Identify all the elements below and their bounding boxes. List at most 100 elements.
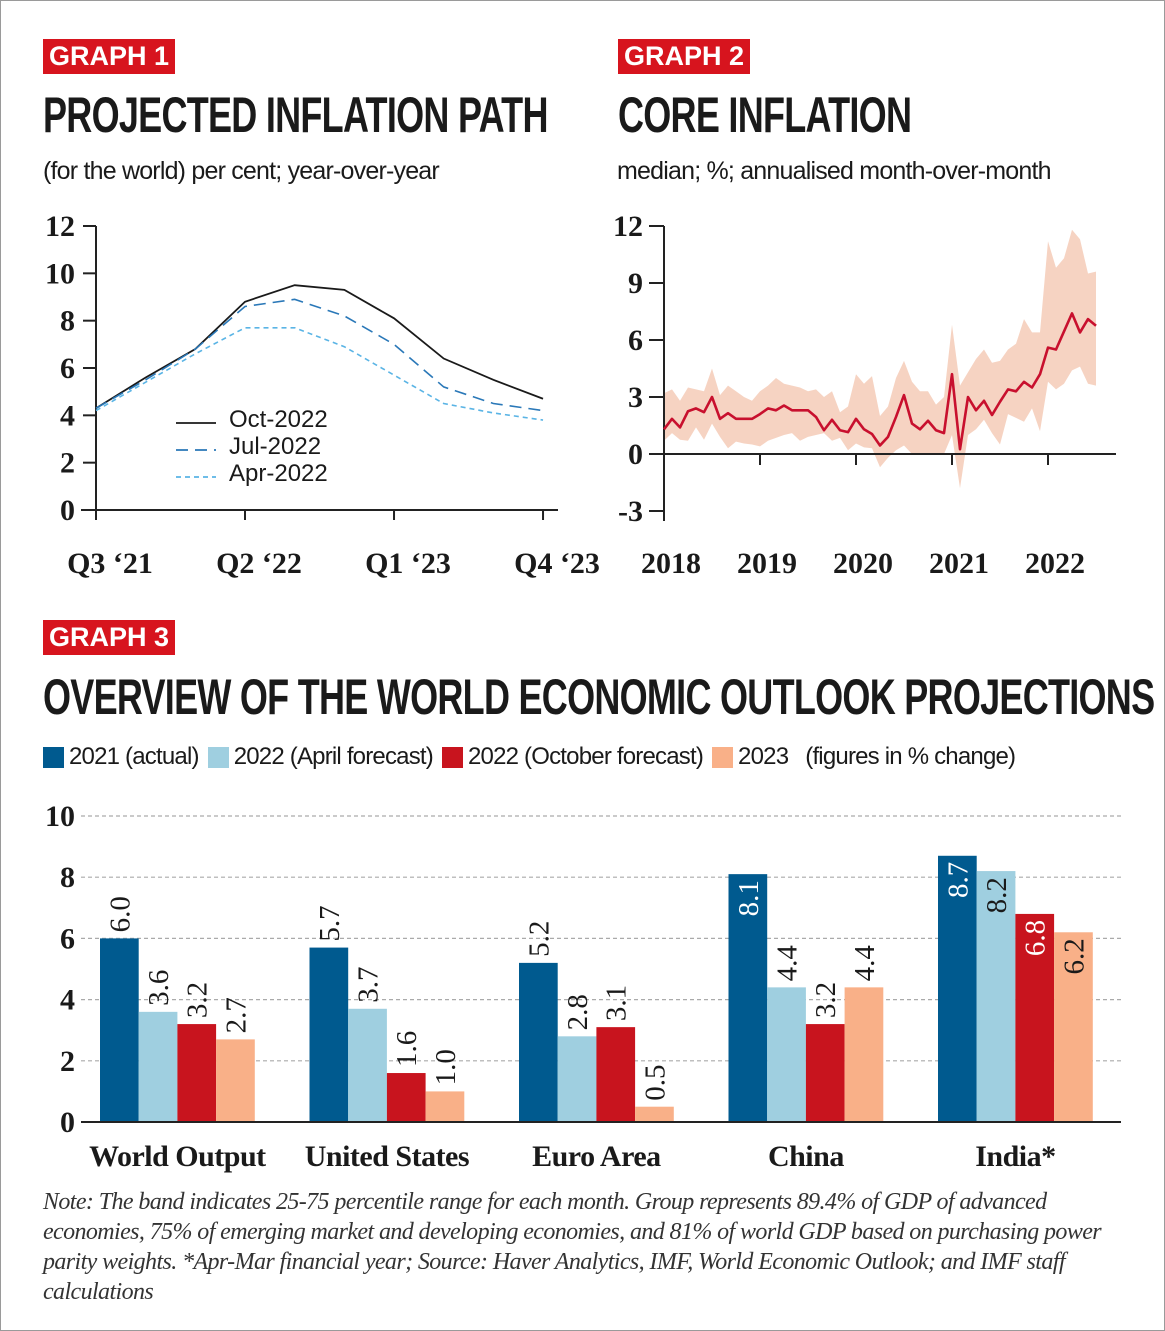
g3-bar: [805, 1024, 845, 1122]
legend-swatch: [712, 746, 734, 768]
g3-data-label: 8.7: [942, 862, 974, 898]
g1-legend-label: Oct-2022: [229, 406, 328, 433]
g3-y-tick-label: 2: [60, 1045, 75, 1078]
g2-median-line: [662, 312, 1097, 451]
g3-data-label: 3.2: [182, 982, 214, 1018]
legend-item-2022-october: 2022 (October forecast): [441, 743, 704, 771]
g1-y-tick-label: 10: [45, 257, 75, 290]
g2-y-tick-label: 12: [613, 210, 643, 243]
g3-data-label: 2.8: [562, 994, 594, 1030]
g3-data-label: 3.6: [143, 970, 175, 1006]
legend-label: 2021 (actual): [69, 743, 199, 770]
g3-bar: [1015, 913, 1055, 1122]
g1-legend-label: Apr-2022: [229, 460, 328, 487]
g3-y-tick-label: 6: [60, 922, 75, 955]
graph1-subtitle: (for the world) per cent; year-over-year: [43, 157, 440, 185]
footnote: Note: The band indicates 25-75 percentil…: [43, 1189, 1102, 1305]
g1-y-tick-label: 6: [60, 352, 75, 385]
g3-bar: [557, 1036, 597, 1122]
g1-x-tick-label: Q4 ‘23: [514, 547, 600, 580]
legend-label: 2022 (October forecast): [467, 743, 704, 770]
g3-bar: [767, 987, 806, 1122]
g3-data-label: 5.7: [314, 905, 346, 941]
graph3-badge: GRAPH 3: [43, 620, 176, 655]
g2-x-tick-label: 2020: [833, 547, 893, 580]
g2-y-tick-label: 6: [628, 324, 643, 357]
legend-item-2023: 2023: [712, 743, 789, 771]
g3-data-label: 1.0: [430, 1049, 462, 1085]
graph1-title: PROJECTED INFLATION PATH: [43, 87, 548, 143]
g2-x-tick-label: 2019: [737, 547, 797, 580]
g3-bar: [100, 938, 139, 1122]
g3-bar: [425, 1091, 465, 1122]
legend-label: 2023: [738, 743, 789, 770]
g3-data-label: 8.1: [733, 880, 765, 916]
g1-x-tick-label: Q1 ‘23: [365, 547, 451, 580]
g3-category-label: World Output: [89, 1140, 266, 1173]
g3-y-tick-label: 0: [60, 1106, 75, 1139]
g3-bar: [216, 1039, 255, 1122]
graph2-badge: GRAPH 2: [618, 39, 751, 74]
g2-y-tick-label: 3: [628, 381, 643, 414]
g3-bar: [309, 947, 349, 1122]
g3-bar: [348, 1008, 387, 1122]
g1-y-tick-label: 12: [45, 210, 75, 243]
graph2-subtitle: median; %; annualised month-over-month: [617, 157, 1052, 185]
g3-y-tick-label: 8: [60, 861, 75, 894]
g3-category-label: China: [768, 1140, 844, 1173]
g1-y-tick-label: 4: [60, 399, 75, 432]
g3-data-label: 8.2: [981, 877, 1013, 913]
g3-bar: [519, 962, 558, 1122]
graph3-title: OVERVIEW OF THE WORLD ECONOMIC OUTLOOK P…: [43, 669, 1155, 725]
g1-legend-label: Jul-2022: [229, 433, 321, 460]
g3-data-label: 3.1: [601, 985, 633, 1021]
g3-category-label: India*: [975, 1140, 1055, 1173]
g3-y-tick-label: 4: [60, 984, 75, 1017]
g3-data-label: 3.7: [353, 967, 385, 1003]
g3-bar: [635, 1106, 674, 1122]
g3-data-label: 0.5: [639, 1064, 671, 1100]
g2-x-tick-label: 2021: [929, 547, 989, 580]
g1-series-oct-2022: [95, 284, 544, 409]
g1-series-jul-2022: [95, 298, 544, 412]
g3-bar: [844, 987, 884, 1122]
g1-x-tick-label: Q2 ‘22: [216, 547, 302, 580]
g2-y-tick-label: -3: [618, 495, 643, 528]
g2-x-tick-label: 2022: [1025, 547, 1085, 580]
g3-bar: [938, 855, 977, 1122]
g3-category-label: United States: [305, 1140, 469, 1173]
g1-x-tick-label: Q3 ‘21: [67, 547, 153, 580]
g2-y-tick-label: 9: [628, 267, 643, 300]
g1-y-tick-label: 8: [60, 305, 75, 338]
g3-data-label: 2.7: [220, 997, 252, 1033]
g3-bar: [386, 1073, 426, 1122]
legend-item-2021: 2021 (actual): [43, 743, 199, 771]
graph2-title: CORE INFLATION: [618, 87, 912, 143]
legend-swatch: [441, 746, 463, 768]
g3-data-label: 5.2: [523, 921, 555, 957]
g3-data-label: 3.2: [810, 982, 842, 1018]
g3-bar: [138, 1011, 178, 1122]
g3-data-label: 6.0: [104, 896, 136, 932]
g1-series-apr-2022: [95, 326, 544, 421]
g3-bar: [596, 1027, 636, 1122]
g1-y-tick-label: 2: [60, 447, 75, 480]
g3-y-tick-label: 10: [45, 800, 75, 833]
g3-bar: [976, 871, 1016, 1122]
units-note: (figures in % change): [805, 743, 1016, 770]
g3-data-label: 4.4: [772, 945, 804, 982]
g3-bar: [177, 1024, 217, 1122]
g3-data-label: 4.4: [849, 945, 881, 982]
g3-data-label: 1.6: [391, 1031, 423, 1067]
g3-bar: [728, 874, 768, 1122]
g2-x-tick-label: 2018: [641, 547, 701, 580]
legend-swatch: [207, 746, 229, 768]
legend-label: 2022 (April forecast): [233, 743, 434, 770]
g3-data-label: 6.2: [1058, 938, 1090, 974]
g3-data-label: 6.8: [1020, 920, 1052, 956]
g1-y-tick-label: 0: [60, 494, 75, 527]
legend-item-2022-april: 2022 (April forecast): [207, 743, 434, 771]
legend-swatch: [43, 746, 64, 768]
